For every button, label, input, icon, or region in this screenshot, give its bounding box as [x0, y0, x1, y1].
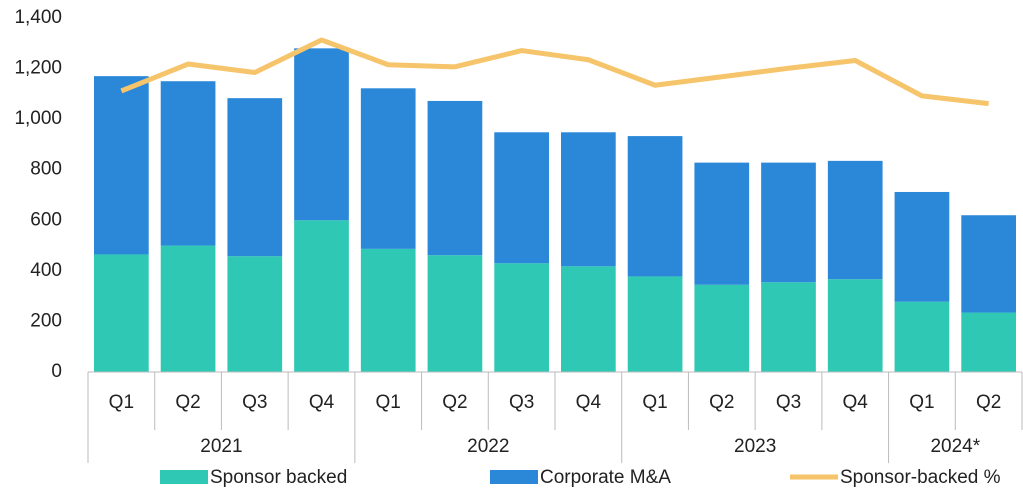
group-label: 2021	[200, 436, 242, 457]
y-tick-label: 0	[51, 361, 62, 382]
bar	[827, 160, 883, 280]
x-tick-label: Q4	[576, 392, 602, 413]
y-tick-label: 800	[30, 159, 62, 180]
bar	[427, 255, 483, 372]
y-tick-label: 1,400	[14, 7, 62, 28]
x-tick-label: Q2	[709, 392, 734, 413]
bar	[494, 263, 549, 372]
bar	[894, 191, 950, 302]
bar	[160, 81, 216, 246]
x-tick-label: Q2	[175, 392, 200, 413]
bar	[294, 220, 349, 372]
bar	[694, 162, 750, 285]
x-tick-label: Q2	[976, 392, 1001, 413]
bar	[227, 256, 283, 372]
bar	[427, 100, 483, 256]
bar	[761, 162, 816, 283]
bar	[494, 132, 549, 264]
bar	[561, 266, 616, 372]
group-label: 2024*	[930, 436, 980, 457]
bar	[227, 98, 283, 257]
x-tick-label: Q1	[109, 392, 134, 413]
legend-label: Sponsor-backed %	[840, 467, 1001, 488]
bar	[360, 248, 416, 372]
y-tick-label: 400	[30, 260, 62, 281]
x-tick-label: Q4	[309, 392, 335, 413]
bar	[961, 215, 1016, 313]
bar	[961, 312, 1016, 372]
bar	[694, 284, 750, 372]
bar	[561, 132, 616, 267]
bar	[160, 245, 216, 372]
x-tick-label: Q1	[376, 392, 401, 413]
bar	[94, 76, 149, 255]
line	[120, 37, 989, 107]
y-tick-label: 1,000	[14, 108, 62, 129]
x-tick-label: Q2	[442, 392, 467, 413]
bar	[627, 276, 683, 372]
x-tick-label: Q1	[642, 392, 667, 413]
bar	[894, 301, 950, 372]
x-tick-label: Q3	[776, 392, 801, 413]
x-tick-label: Q3	[242, 392, 267, 413]
group-label: 2022	[467, 436, 509, 457]
group-label: 2023	[734, 436, 776, 457]
legend-swatch	[160, 470, 208, 484]
legend-swatch	[490, 470, 538, 484]
bar	[761, 282, 816, 372]
y-tick-label: 1,200	[14, 58, 62, 79]
x-tick-label: Q4	[843, 392, 869, 413]
legend-label: Corporate M&A	[540, 467, 671, 488]
bar	[627, 136, 683, 277]
y-tick-label: 200	[30, 310, 62, 331]
bar	[360, 88, 416, 249]
y-tick-label: 600	[30, 209, 62, 230]
bar	[827, 279, 883, 372]
x-tick-label: Q1	[909, 392, 934, 413]
bar	[94, 254, 149, 372]
bar	[294, 48, 349, 221]
x-tick-label: Q3	[509, 392, 534, 413]
legend-label: Sponsor backed	[210, 467, 347, 488]
